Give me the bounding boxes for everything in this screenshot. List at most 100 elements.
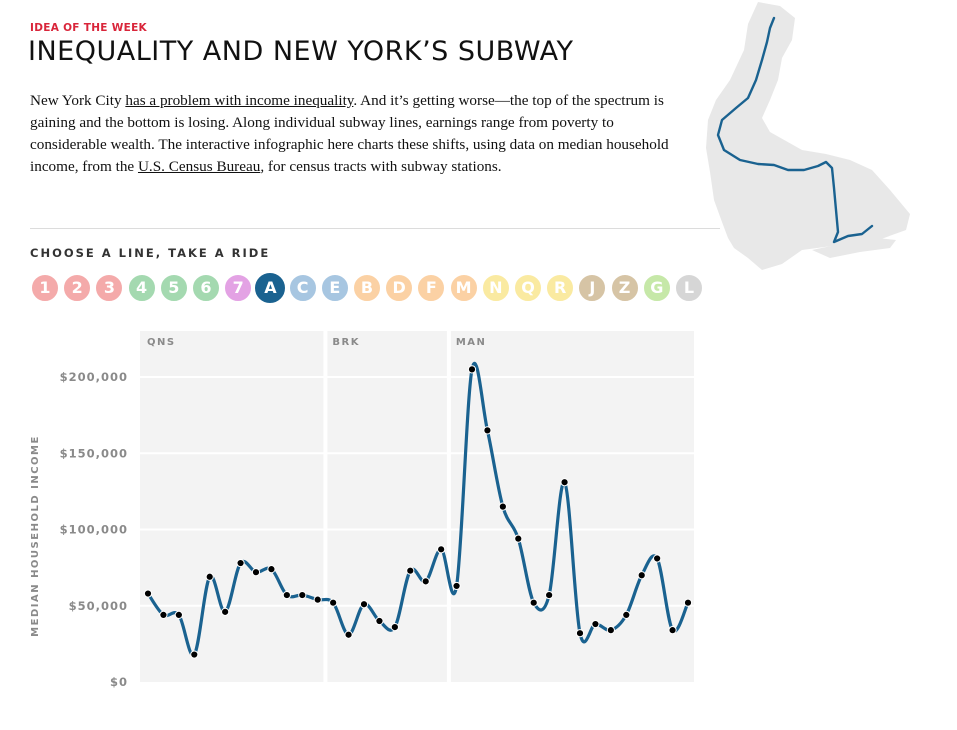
line-button-2[interactable]: 2	[62, 273, 93, 303]
station-point[interactable]	[498, 502, 507, 511]
station-point[interactable]	[159, 610, 168, 619]
line-button-label: 3	[103, 278, 115, 297]
plot-background	[140, 331, 694, 682]
line-button-label: 2	[71, 278, 83, 297]
line-button-label: 5	[168, 278, 180, 297]
station-point[interactable]	[267, 565, 276, 574]
line-button-label: A	[264, 278, 277, 297]
coney-island-landmass	[812, 238, 896, 258]
station-point[interactable]	[190, 650, 199, 659]
station-point[interactable]	[483, 426, 492, 435]
line-button-label: L	[683, 278, 695, 297]
station-point[interactable]	[606, 626, 615, 635]
y-tick-label: $0	[110, 675, 128, 689]
line-button-label: Z	[618, 278, 631, 297]
subway-route-map	[706, 2, 910, 270]
station-point[interactable]	[344, 630, 353, 639]
station-point[interactable]	[375, 616, 384, 626]
line-button-label: 4	[136, 278, 148, 297]
line-button-e[interactable]: E	[319, 273, 350, 303]
station-point[interactable]	[406, 566, 415, 575]
intro-text-2: . And it’s getting worse—the top of the …	[30, 92, 669, 175]
line-button-label: 7	[232, 278, 244, 297]
line-button-d[interactable]: D	[384, 273, 415, 303]
line-button-5[interactable]: 5	[158, 273, 189, 303]
line-button-n[interactable]: N	[480, 273, 511, 303]
station-point[interactable]	[560, 478, 569, 487]
station-point[interactable]	[174, 610, 183, 619]
station-point[interactable]	[421, 577, 430, 586]
station-point[interactable]	[143, 589, 153, 598]
line-button-label: Q	[521, 278, 535, 297]
line-button-7[interactable]: 7	[223, 273, 254, 303]
line-button-3[interactable]: 3	[94, 273, 125, 303]
line-button-a[interactable]: A	[255, 273, 286, 303]
station-point[interactable]	[514, 534, 523, 543]
station-point[interactable]	[359, 600, 369, 609]
intro-text-3: , for census tracts with subway stations…	[260, 158, 502, 175]
line-button-m[interactable]: M	[448, 273, 479, 303]
line-button-label: N	[489, 278, 503, 297]
station-point[interactable]	[575, 629, 585, 638]
line-button-z[interactable]: Z	[609, 273, 640, 303]
y-tick-label: $150,000	[60, 446, 128, 460]
station-point[interactable]	[390, 623, 399, 632]
borough-label: BRK	[332, 337, 360, 348]
line-selector-label: CHOOSE A LINE, TAKE A RIDE	[30, 246, 271, 260]
station-point[interactable]	[467, 365, 477, 374]
station-point[interactable]	[282, 590, 291, 600]
line-button-6[interactable]: 6	[191, 273, 221, 303]
station-point[interactable]	[221, 607, 230, 616]
line-button-f[interactable]: F	[416, 273, 447, 303]
line-button-q[interactable]: Q	[513, 273, 543, 303]
line-button-label: 1	[39, 278, 51, 297]
line-button-label: D	[392, 278, 406, 297]
station-point[interactable]	[313, 595, 322, 604]
line-button-label: 6	[200, 278, 212, 297]
station-point[interactable]	[545, 590, 554, 600]
station-point[interactable]	[622, 610, 631, 619]
line-button-label: F	[425, 278, 437, 297]
census-bureau-link[interactable]: U.S. Census Bureau	[137, 158, 261, 175]
line-button-r[interactable]: R	[545, 273, 576, 303]
line-button-label: E	[329, 278, 341, 297]
borough-label: QNS	[147, 337, 176, 348]
income-inequality-link[interactable]: has a problem with income inequality	[125, 92, 354, 109]
page-title: INEQUALITY AND NEW YORK’S SUBWAY	[28, 36, 574, 67]
line-button-b[interactable]: B	[352, 273, 382, 303]
y-tick-label: $100,000	[60, 523, 128, 537]
line-button-c[interactable]: C	[287, 273, 318, 303]
line-button-g[interactable]: G	[641, 273, 672, 303]
station-point[interactable]	[683, 598, 693, 607]
station-point[interactable]	[668, 626, 677, 635]
line-button-label: B	[360, 278, 374, 297]
station-point[interactable]	[637, 571, 646, 580]
section-kicker: IDEA OF THE WEEK	[30, 22, 147, 34]
income-chart: QNS BRK MAN $0 $50,000 $100,000 $150,000 $200,0…	[30, 331, 694, 689]
y-tick-label: $50,000	[69, 599, 128, 613]
station-point[interactable]	[437, 545, 446, 554]
queens-landmass	[706, 2, 910, 270]
line-button-1[interactable]: 1	[30, 273, 60, 303]
y-axis-title: MEDIAN HOUSEHOLD INCOME	[30, 435, 41, 637]
station-point[interactable]	[205, 572, 214, 581]
station-point[interactable]	[329, 598, 338, 607]
station-point[interactable]	[251, 568, 261, 577]
y-tick-label: $200,000	[60, 370, 128, 384]
station-point[interactable]	[591, 619, 600, 629]
line-button-j[interactable]: J	[577, 273, 608, 303]
station-point[interactable]	[452, 581, 461, 591]
borough-label: MAN	[456, 337, 487, 348]
station-point[interactable]	[653, 554, 662, 563]
intro-text-1: New York City	[30, 92, 126, 109]
line-button-4[interactable]: 4	[126, 273, 157, 303]
intro-paragraph: New York City has a problem with income …	[30, 90, 670, 178]
line-button-label: J	[589, 278, 596, 297]
divider	[30, 228, 720, 229]
station-point[interactable]	[236, 558, 245, 568]
line-button-label: G	[650, 278, 664, 297]
station-point[interactable]	[298, 590, 307, 600]
line-button-l[interactable]: L	[674, 273, 704, 303]
station-point[interactable]	[529, 598, 538, 607]
